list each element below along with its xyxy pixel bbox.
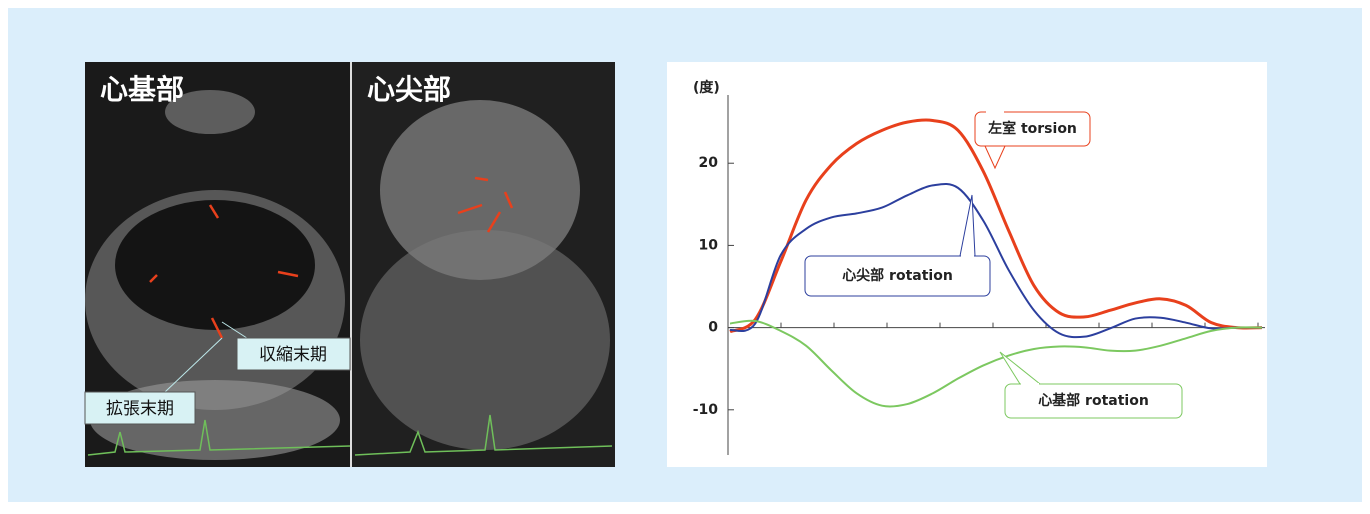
echo-label: 拡張末期 <box>106 399 174 419</box>
legend-label: 心尖部 rotation <box>842 267 953 284</box>
y-tick-label: 20 <box>699 155 719 171</box>
echo-texture <box>360 230 610 450</box>
figure: 心基部 心尖部 収縮末期 拡張末期 (度) -10 0 10 20 左室 torsion… <box>0 0 1370 510</box>
echo-label: 心基部 <box>100 73 184 106</box>
y-tick-label: 0 <box>708 320 718 336</box>
echo-images: 心基部 心尖部 収縮末期 拡張末期 <box>85 62 615 467</box>
y-tick-label: 10 <box>699 237 719 253</box>
legend-label: 左室 torsion <box>987 120 1077 137</box>
echo-label: 心尖部 <box>367 73 451 106</box>
legend-label: 心基部 rotation <box>1038 392 1149 409</box>
page: 心基部 心尖部 収縮末期 拡張末期 (度) -10 0 10 20 左室 torsion… <box>0 0 1370 510</box>
echo-label: 収縮末期 <box>259 345 327 365</box>
y-tick-label: -10 <box>693 402 719 418</box>
echo-texture <box>115 200 315 330</box>
y-axis-label: (度) <box>693 79 720 96</box>
